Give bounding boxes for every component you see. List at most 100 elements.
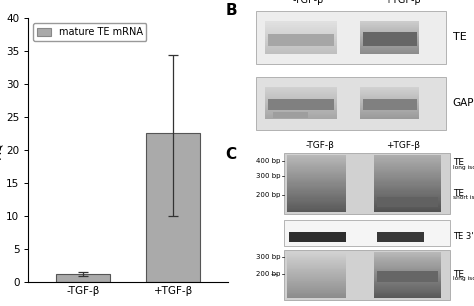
- Bar: [374, 182, 441, 184]
- Bar: [374, 252, 441, 253]
- Text: short isoform: short isoform: [453, 195, 474, 200]
- Bar: [287, 205, 346, 206]
- Bar: [256, 76, 446, 130]
- Bar: [287, 203, 346, 204]
- Bar: [363, 99, 417, 110]
- Bar: [287, 297, 346, 298]
- Bar: [374, 165, 441, 166]
- Text: long isoform: long isoform: [453, 276, 474, 281]
- Bar: [287, 202, 346, 203]
- Bar: [374, 206, 441, 207]
- Bar: [374, 155, 441, 156]
- Bar: [374, 203, 441, 204]
- Bar: [374, 285, 441, 286]
- Bar: [360, 39, 419, 40]
- Bar: [374, 180, 441, 181]
- Text: 200 bp: 200 bp: [256, 192, 281, 198]
- Bar: [287, 167, 346, 169]
- Bar: [374, 157, 441, 158]
- Bar: [374, 289, 441, 290]
- Bar: [287, 204, 346, 205]
- Bar: [287, 169, 346, 170]
- Bar: [360, 87, 419, 88]
- Text: 300 bp: 300 bp: [256, 173, 281, 178]
- Bar: [287, 270, 346, 271]
- Bar: [265, 103, 337, 104]
- Bar: [287, 276, 346, 277]
- Bar: [265, 44, 337, 45]
- Text: C: C: [225, 147, 236, 162]
- Bar: [377, 197, 438, 207]
- Bar: [265, 105, 337, 106]
- Bar: [287, 209, 346, 210]
- Bar: [374, 272, 441, 273]
- Bar: [374, 257, 441, 258]
- Bar: [265, 31, 337, 32]
- Bar: [374, 280, 441, 281]
- Bar: [265, 96, 337, 97]
- Bar: [256, 11, 446, 64]
- Bar: [287, 260, 346, 261]
- Bar: [287, 206, 346, 207]
- Bar: [284, 250, 450, 300]
- Bar: [289, 232, 346, 242]
- Text: +TGF-β: +TGF-β: [384, 0, 421, 5]
- Bar: [360, 40, 419, 41]
- Bar: [360, 44, 419, 45]
- Bar: [287, 190, 346, 192]
- Bar: [360, 92, 419, 93]
- Bar: [265, 117, 337, 118]
- Bar: [360, 100, 419, 101]
- Bar: [374, 265, 441, 266]
- Bar: [287, 157, 346, 158]
- Bar: [360, 104, 419, 105]
- Bar: [265, 101, 337, 102]
- Bar: [374, 204, 441, 205]
- Bar: [265, 46, 337, 47]
- Bar: [287, 189, 346, 190]
- Bar: [374, 259, 441, 260]
- Text: -TGF-β: -TGF-β: [306, 141, 334, 150]
- Bar: [287, 283, 346, 284]
- Bar: [374, 284, 441, 285]
- Bar: [374, 156, 441, 157]
- Bar: [287, 179, 346, 180]
- Bar: [287, 211, 346, 212]
- Bar: [287, 254, 346, 255]
- Bar: [374, 292, 441, 293]
- Bar: [146, 133, 201, 282]
- Text: +TGF-β: +TGF-β: [386, 141, 420, 150]
- Bar: [287, 156, 346, 157]
- Text: -TGF-β: -TGF-β: [292, 0, 324, 5]
- Bar: [287, 290, 346, 291]
- Bar: [287, 272, 346, 273]
- Bar: [265, 97, 337, 98]
- Bar: [374, 210, 441, 211]
- Bar: [374, 177, 441, 178]
- Bar: [374, 185, 441, 186]
- Bar: [374, 271, 441, 272]
- Bar: [374, 188, 441, 189]
- Bar: [374, 293, 441, 294]
- Bar: [265, 29, 337, 30]
- Bar: [287, 196, 346, 197]
- Bar: [360, 103, 419, 104]
- Bar: [360, 115, 419, 116]
- Bar: [287, 257, 346, 258]
- Bar: [287, 277, 346, 278]
- Bar: [265, 118, 337, 119]
- Bar: [360, 105, 419, 106]
- Bar: [374, 261, 441, 262]
- Bar: [360, 108, 419, 109]
- Bar: [360, 117, 419, 118]
- Bar: [360, 106, 419, 107]
- Bar: [360, 110, 419, 111]
- Bar: [287, 286, 346, 287]
- Bar: [360, 33, 419, 34]
- Bar: [265, 37, 337, 38]
- Bar: [273, 113, 308, 118]
- Bar: [287, 210, 346, 211]
- Bar: [287, 282, 346, 283]
- Bar: [360, 101, 419, 102]
- Bar: [374, 296, 441, 297]
